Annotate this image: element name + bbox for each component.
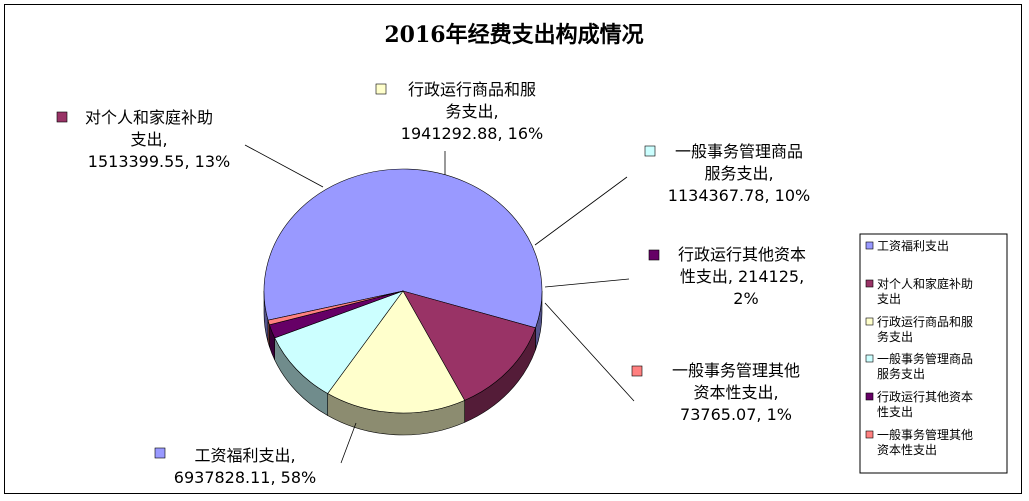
legend-item-1-line-0: 对个人和家庭补助	[877, 276, 973, 291]
legend-item-5-line-0: 一般事务管理其他	[877, 427, 973, 442]
data-label-marker-5	[631, 365, 643, 377]
legend-item-5-line-1: 资本性支出	[877, 443, 937, 457]
pie-slice-1	[402, 290, 536, 401]
data-label-marker-3	[644, 145, 656, 157]
legend-box	[859, 233, 1008, 474]
legend-item-0-line-0: 工资福利支出	[877, 238, 949, 253]
legend-swatch-4	[865, 392, 874, 401]
legend-item-2-line-0: 行政运行商品和服	[877, 314, 973, 329]
data-label-5-line-1: 资本性支出,	[693, 383, 778, 402]
data-label-2-line-1: 务支出,	[445, 102, 498, 121]
data-label-1-line-2: 1513399.55, 13%	[88, 152, 230, 171]
data-label-3-line-2: 1134367.78, 10%	[668, 186, 810, 205]
data-label-2-line-2: 1941292.88, 16%	[401, 124, 543, 143]
data-label-marker-2	[375, 83, 387, 95]
leader-line-1	[244, 144, 324, 188]
legend-swatch-0	[865, 241, 874, 250]
pie-slice-5	[267, 290, 404, 326]
data-label-0-line-1: 6937828.11, 58%	[174, 468, 316, 487]
legend-swatch-1	[865, 279, 874, 288]
data-label-marker-4	[648, 249, 660, 261]
chart-area: 2016年经费支出构成情况 工资福利支出, 6937828.11, 58% 对个人和…	[4, 4, 1022, 494]
legend-item-3-line-0: 一般事务管理商品	[877, 351, 973, 366]
legend-item-2-line-1: 务支出	[877, 329, 913, 344]
legend-swatch-2	[865, 317, 874, 326]
data-label-3-line-0: 一般事务管理商品	[675, 142, 803, 161]
pie-slice-0	[263, 168, 543, 329]
data-label-4-line-1: 性支出, 214125,	[680, 267, 804, 286]
legend-item-4-line-1: 性支出	[877, 405, 913, 419]
chart-title: 2016年经费支出构成情况	[384, 22, 643, 48]
data-label-2-line-0: 行政运行商品和服	[408, 80, 536, 99]
data-label-1-line-0: 对个人和家庭补助	[85, 108, 213, 127]
data-label-4-line-0: 行政运行其他资本	[678, 245, 806, 264]
legend-item-1-line-1: 支出	[877, 292, 901, 306]
legend-swatch-3	[865, 354, 874, 363]
leader-line-3	[534, 176, 628, 246]
data-label-0-line-0: 工资福利支出,	[194, 446, 295, 465]
legend-swatch-5	[865, 430, 874, 439]
pie-slice-2	[327, 290, 466, 414]
legend-item-4-line-0: 行政运行其他资本	[877, 390, 973, 404]
data-label-5-line-0: 一般事务管理其他	[672, 361, 800, 380]
data-label-marker-1	[56, 111, 68, 123]
data-label-marker-0	[154, 447, 166, 459]
leader-line-0	[340, 422, 357, 464]
data-label-5-line-2: 73765.07, 1%	[680, 405, 792, 424]
pie-slice-3	[274, 290, 404, 394]
data-label-3-line-1: 服务支出,	[704, 164, 773, 183]
data-label-1-line-1: 支出,	[130, 130, 167, 149]
data-label-4-line-2: 2%	[733, 289, 758, 308]
leader-line-4	[544, 278, 630, 288]
pie-chart: 2016年经费支出构成情况 工资福利支出, 6937828.11, 58% 对个人和…	[56, 22, 1008, 487]
legend-item-3-line-1: 服务支出	[877, 366, 925, 381]
leader-line-5	[544, 302, 635, 402]
